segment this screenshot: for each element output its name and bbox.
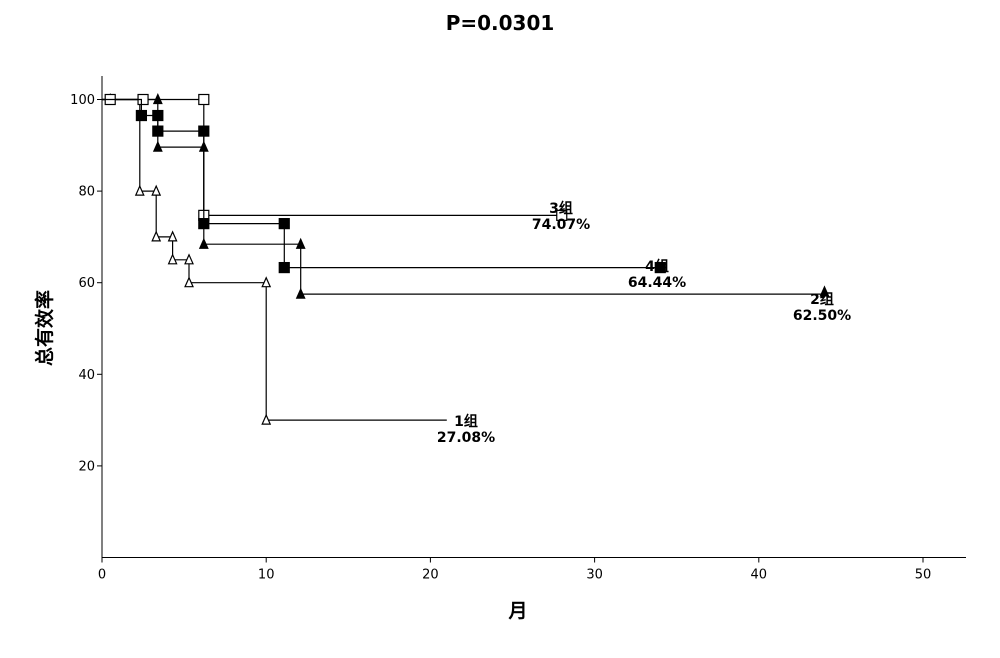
censor-marker <box>152 125 164 137</box>
censor-marker <box>198 237 209 249</box>
series-name-label: 3组 <box>549 200 573 217</box>
x-tick-label: 0 <box>98 568 106 583</box>
censor-marker <box>819 285 830 297</box>
chart-title: P=0.0301 <box>446 11 555 35</box>
series-line <box>102 98 825 295</box>
series-rate-label: 74.07% <box>532 217 590 233</box>
x-tick-label: 10 <box>258 568 275 583</box>
censor-marker <box>278 218 290 230</box>
censor-marker <box>134 184 145 196</box>
y-tick-label: 40 <box>78 368 95 383</box>
series-rate-label: 64.44% <box>628 275 686 291</box>
x-tick-label: 20 <box>422 568 439 583</box>
censor-marker <box>151 230 162 242</box>
censor-marker <box>135 109 148 122</box>
censor-marker <box>198 125 210 137</box>
censor-marker <box>654 261 666 274</box>
x-tick-label: 30 <box>586 568 603 583</box>
axes: 0 10 20 30 40 50 20 40 60 80 100 <box>70 76 966 583</box>
censor-marker <box>556 209 568 221</box>
y-tick-label: 20 <box>78 459 95 474</box>
series-line <box>102 98 562 216</box>
censor-marker <box>198 218 210 230</box>
censor-marker <box>184 276 194 288</box>
censor-marker <box>261 276 272 288</box>
y-axis-label: 总有效率 <box>33 290 56 366</box>
censor-marker <box>167 230 178 242</box>
y-tick-label: 60 <box>78 276 95 291</box>
series-name-label: 2组 <box>810 291 834 308</box>
censor-marker <box>295 287 306 299</box>
x-tick-label: 40 <box>751 568 768 583</box>
series-line <box>102 98 661 269</box>
censor-marker <box>151 184 162 196</box>
censor-marker <box>295 237 306 249</box>
censor-marker <box>198 93 210 106</box>
censor-marker <box>278 261 290 274</box>
x-axis-label: 月 <box>507 600 527 622</box>
x-tick-label: 50 <box>915 568 932 583</box>
censor-marker <box>152 109 164 122</box>
censor-marker <box>184 253 194 265</box>
censor-marker <box>167 253 178 265</box>
series-rate-label: 62.50% <box>793 308 851 324</box>
series-line <box>102 98 447 421</box>
series-rate-label: 27.08% <box>437 430 495 446</box>
series-name-label: 4组 <box>645 258 669 275</box>
censor-marker <box>152 140 163 152</box>
y-tick-label: 100 <box>70 93 95 108</box>
censor-marker <box>261 413 272 425</box>
series-name-label: 1组 <box>454 413 478 430</box>
y-tick-label: 80 <box>78 185 95 200</box>
